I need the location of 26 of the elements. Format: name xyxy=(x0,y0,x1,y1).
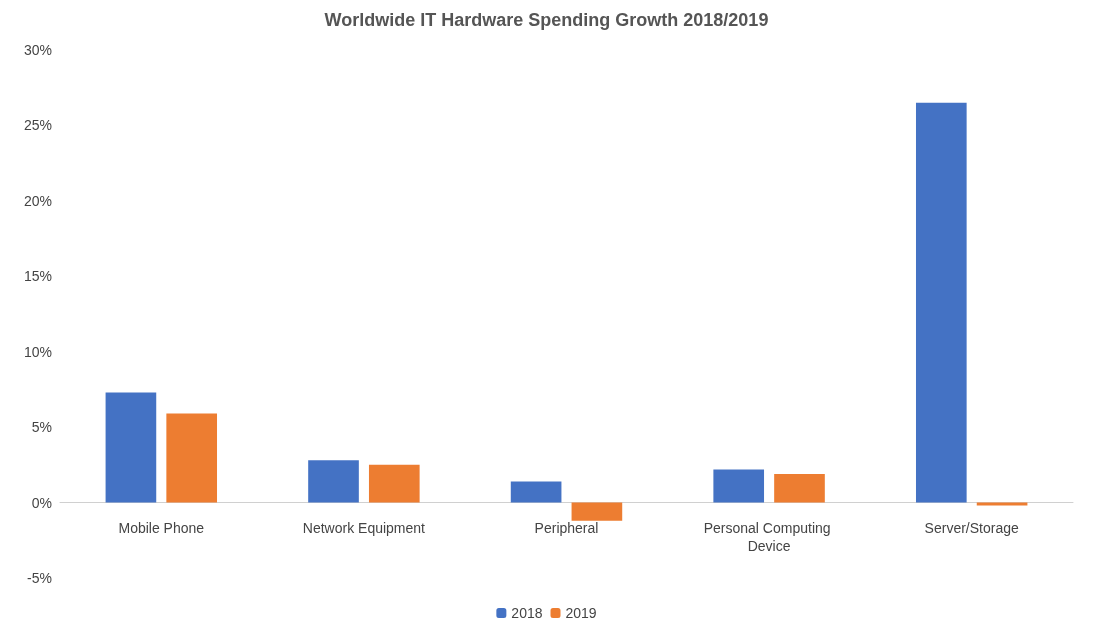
bar xyxy=(774,473,825,503)
y-tick-label: -5% xyxy=(27,570,52,586)
y-tick-label: 30% xyxy=(23,42,52,58)
chart-title: Worldwide IT Hardware Spending Growth 2018/2019 xyxy=(324,10,769,30)
y-tick-label: 25% xyxy=(23,117,52,134)
bar xyxy=(166,413,218,503)
bar xyxy=(105,392,157,503)
bar xyxy=(571,502,623,521)
x-tick-label: Server/Storage xyxy=(924,519,1019,536)
x-tick-label: Personal Computing Device xyxy=(703,519,835,554)
bar xyxy=(915,102,967,503)
y-tick-label: 15% xyxy=(23,268,52,285)
x-tick-label: Network Equipment xyxy=(302,519,426,536)
bar xyxy=(713,469,765,503)
bar xyxy=(368,464,420,503)
y-tick-label: 0% xyxy=(31,494,52,511)
y-tick-label: 5% xyxy=(31,419,52,436)
y-tick-label: 10% xyxy=(23,343,52,360)
bar xyxy=(976,502,1028,506)
bar xyxy=(510,481,562,503)
bar xyxy=(308,460,359,503)
legend-label: 2018 xyxy=(511,605,543,621)
y-tick-label: 20% xyxy=(23,192,52,209)
x-tick-label: Mobile Phone xyxy=(118,519,205,536)
x-tick-label: Peripheral xyxy=(534,519,599,536)
legend-label: 2019 xyxy=(565,605,597,621)
